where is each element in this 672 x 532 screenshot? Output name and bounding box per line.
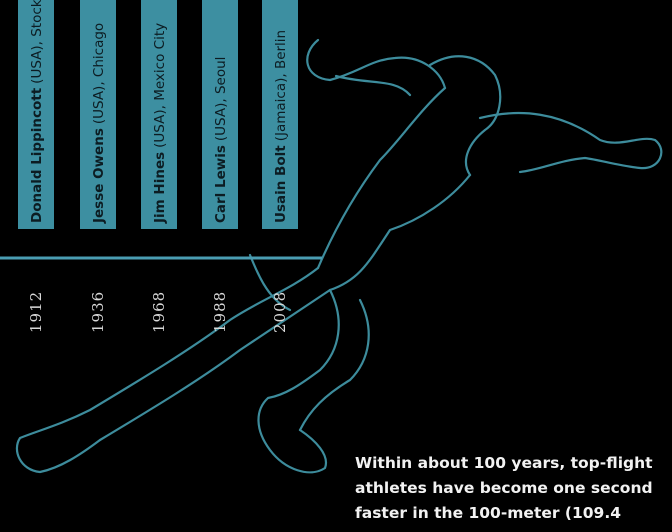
year-label: 1912 [27,291,45,333]
caption: Within about 100 years, top-flight athlet… [355,454,653,522]
entry-bar [202,0,238,229]
entry-label: Jim Hines (USA), Mexico City [152,23,168,224]
athlete-name: Jesse Owens [91,128,107,224]
athlete-details: (Jamaica), Berlin [273,30,289,141]
athlete-details: (USA), Mexico City [152,23,168,148]
athlete-details: (USA), Stockholm [29,0,45,84]
year-label: 1968 [150,291,168,333]
entry-label: Donald Lippincott (USA), Stockholm [29,0,45,223]
athlete-name: Carl Lewis [213,145,229,223]
athlete-name: Jim Hines [152,152,168,224]
entry-bar [80,0,116,229]
year-label: 2008 [271,291,289,333]
runner-sketch [15,38,663,474]
year-label: 1936 [89,291,107,333]
entry-label: Carl Lewis (USA), Seoul [213,57,229,223]
caption-line: faster in the 100-meter (109.4 [355,504,621,522]
entry-bar [262,0,298,229]
athlete-details: (USA), Chicago [91,23,107,124]
timeline-bars: Donald Lippincott (USA), Stockholm 1912 Jes… [18,0,298,333]
caption-line: athletes have become one second [355,479,653,497]
athlete-details: (USA), Seoul [213,57,229,142]
entry-bar [18,0,54,229]
year-label: 1988 [211,291,229,333]
entry-bar [141,0,177,229]
athlete-name: Usain Bolt [273,145,289,223]
athlete-name: Donald Lippincott [29,87,45,223]
entry-label: Jesse Owens (USA), Chicago [91,23,107,224]
caption-line: Within about 100 years, top-flight [355,454,653,472]
entry-label: Usain Bolt (Jamaica), Berlin [273,30,289,223]
